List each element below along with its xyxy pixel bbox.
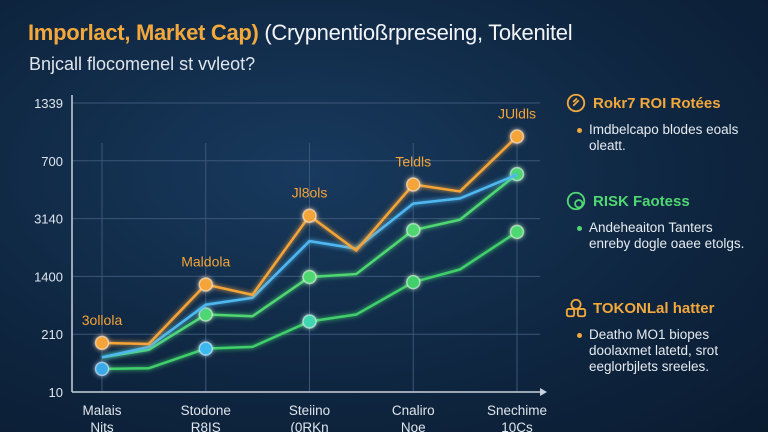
- green-data-point: [509, 166, 525, 182]
- orange-data-point: [406, 177, 421, 192]
- y-tick-label: 3140: [34, 212, 63, 227]
- x-tick-label: Noe: [401, 420, 426, 432]
- panel-token: TOKONLal hatter Deatho MO1 biopes doolax…: [565, 297, 765, 375]
- y-tick-label: 1339: [34, 96, 63, 111]
- orange-data-point: [198, 277, 213, 292]
- bullet-icon: [577, 226, 582, 231]
- y-tick-label: 1400: [34, 269, 63, 284]
- green-data-point: [302, 269, 317, 285]
- green-low-data-point: [198, 341, 213, 356]
- x-tick-label: Nits: [90, 420, 113, 432]
- data-label: 3ollola: [82, 312, 123, 328]
- panel-text: Deatho MO1 biopes doolaxmet latetd, srot…: [589, 327, 719, 374]
- bullet-icon: [577, 128, 582, 133]
- panel-text: Andeheaiton Tanters enreby dogle oaee et…: [589, 220, 745, 251]
- risk-shield-icon: [566, 191, 586, 211]
- orange-data-point: [94, 335, 110, 351]
- data-label: Maldola: [181, 253, 230, 269]
- x-tick-label: Cnaliro: [392, 403, 435, 418]
- green-low-data-point: [94, 361, 110, 377]
- y-tick-label: 700: [41, 154, 63, 169]
- blue-series-line: [101, 173, 518, 359]
- y-tick-label: 10: [49, 385, 63, 400]
- green-low-data-point: [406, 274, 421, 290]
- x-tick-label: (0RKn: [290, 420, 328, 432]
- data-label: JUldls: [498, 106, 536, 122]
- green-data-point: [406, 222, 421, 238]
- panel-roi: Rokr7 ROI Rotées Imdbelcapo blodes eoals…: [565, 92, 765, 154]
- panel-risk: RISK Faotess Andeheaiton Tanters enreby …: [565, 190, 765, 252]
- y-tick-label: 210: [41, 327, 63, 342]
- orange-data-point: [509, 129, 525, 144]
- data-label: Jl8ols: [292, 185, 328, 201]
- data-label: Teldls: [395, 153, 431, 169]
- x-tick-label: R8IS: [191, 420, 221, 432]
- title-highlight: Imporlact, Market Cap): [28, 20, 259, 45]
- x-tick-label: Stodone: [181, 403, 231, 418]
- panel-title: RISK Faotess: [593, 192, 690, 210]
- chart-subtitle: Bnjcall flocomenel st vvleot?: [29, 54, 256, 74]
- green-low-data-point: [509, 224, 525, 240]
- token-cluster-icon: [565, 298, 587, 318]
- panel-title: TOKONLal hatter: [593, 299, 715, 317]
- chart-title: Imporlact, Market Cap) (Crypnentioßrpres…: [28, 20, 573, 46]
- x-axis-arrow-icon: [540, 388, 547, 396]
- x-tick-label: Steiino: [289, 403, 330, 418]
- coin-icon: [566, 93, 586, 113]
- panel-title: Rokr7 ROI Rotées: [593, 94, 721, 112]
- title-rest: (Crypnentioßrpreseing, Tokenitel: [264, 20, 573, 45]
- x-tick-label: Malais: [82, 403, 121, 418]
- green-data-point: [198, 307, 213, 322]
- orange-data-point: [302, 208, 317, 223]
- x-tick-label: 10Cs: [501, 420, 533, 432]
- green-low-data-point: [302, 314, 317, 329]
- panel-text: Imdbelcapo blodes eoals oleatt.: [589, 122, 739, 153]
- x-tick-label: Snechime: [487, 403, 547, 418]
- bullet-icon: [577, 333, 582, 338]
